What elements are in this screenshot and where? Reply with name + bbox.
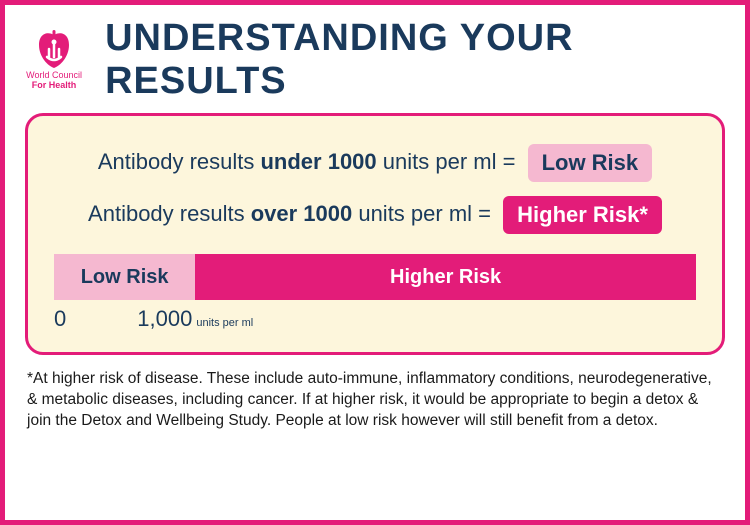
tick-zero: 0: [54, 306, 66, 332]
low-risk-badge: Low Risk: [528, 144, 653, 182]
page-title: UNDERSTANDING YOUR RESULTS: [105, 17, 725, 103]
tick-units: units per ml: [196, 317, 253, 329]
apple-hand-icon: [33, 29, 75, 69]
risk-bar: Low Risk Higher Risk: [54, 254, 696, 300]
text: units per ml =: [352, 201, 491, 226]
description-lines: Antibody results under 1000 units per ml…: [54, 144, 696, 234]
high-risk-line: Antibody results over 1000 units per ml …: [54, 196, 696, 234]
threshold-bold: over 1000: [251, 201, 353, 226]
axis-ticks: 0 1,000 units per ml: [54, 306, 696, 338]
logo-line2: For Health: [32, 80, 77, 90]
high-risk-badge: Higher Risk*: [503, 196, 662, 234]
risk-bar-chart: Low Risk Higher Risk 0 1,000 units per ml: [54, 254, 696, 338]
text: Antibody results: [98, 149, 261, 174]
infographic-card: World Council For Health UNDERSTANDING Y…: [0, 0, 750, 525]
threshold-bold: under 1000: [260, 149, 376, 174]
logo: World Council For Health: [25, 29, 83, 91]
footnote: *At higher risk of disease. These includ…: [25, 369, 725, 432]
text: Antibody results: [88, 201, 251, 226]
results-panel: Antibody results under 1000 units per ml…: [25, 113, 725, 355]
text: units per ml =: [377, 149, 516, 174]
logo-text: World Council For Health: [26, 71, 82, 91]
tick-value: 1,000: [137, 306, 192, 331]
bar-seg-low: Low Risk: [54, 254, 195, 300]
tick-threshold: 1,000 units per ml: [137, 306, 253, 332]
bar-seg-high: Higher Risk: [195, 254, 696, 300]
header: World Council For Health UNDERSTANDING Y…: [25, 17, 725, 103]
low-risk-line: Antibody results under 1000 units per ml…: [54, 144, 696, 182]
logo-line1: World Council: [26, 70, 82, 80]
